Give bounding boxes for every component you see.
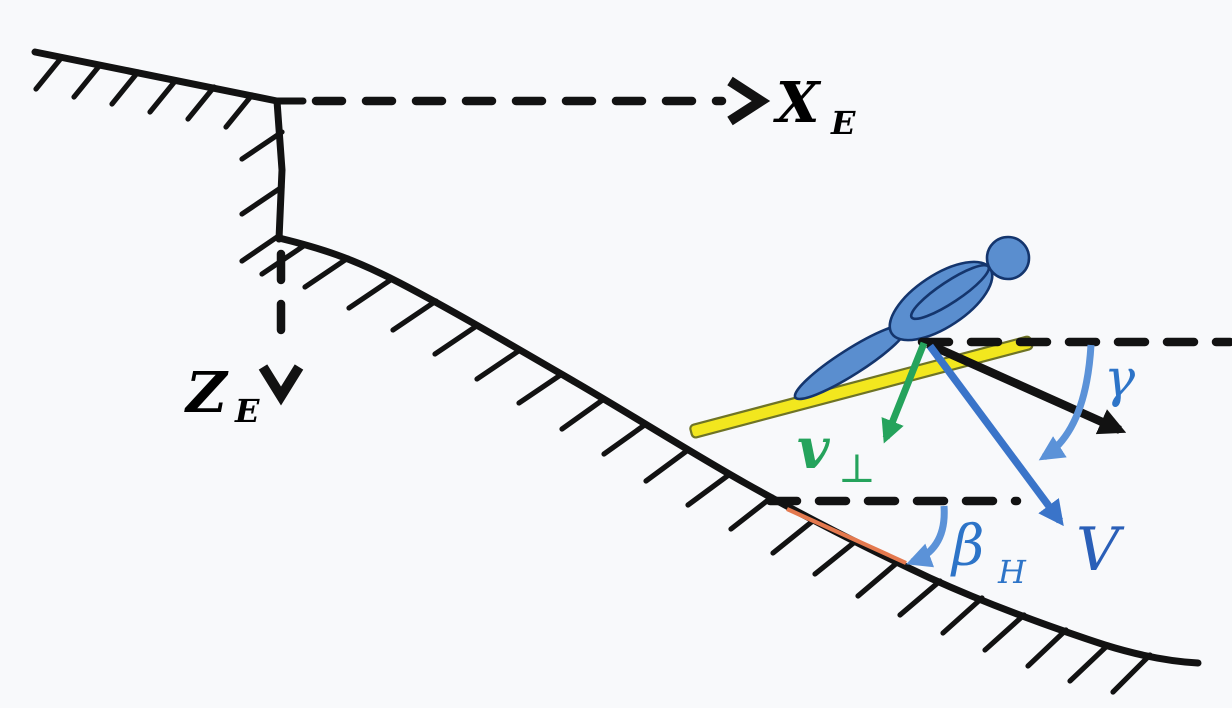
beta-angle-arc (906, 505, 948, 568)
terrain (31, 48, 1202, 695)
z-axis-symbol: Z (184, 360, 229, 426)
perpendicular-velocity-arrow (881, 341, 928, 444)
velocity-label: V (1076, 515, 1125, 585)
skier-head (985, 235, 1031, 281)
landing-slope-line (275, 234, 1202, 667)
vectors-and-angles (765, 337, 1232, 568)
z-axis-label: Z E (184, 360, 260, 430)
beta-label: β H (950, 514, 1027, 591)
earth-axes: X E Z E (184, 70, 856, 430)
x-axis-arrowhead (727, 76, 771, 126)
gamma-angle-arc (1038, 344, 1095, 461)
heading-arrow (926, 340, 1127, 435)
velocity-vector-arrow (926, 343, 1064, 527)
perp-velocity-symbol: v (797, 416, 831, 482)
gamma-label: γ (1104, 349, 1136, 409)
cliff-edge-line (273, 97, 286, 243)
x-axis-label: X E (773, 70, 856, 142)
slope-highlight-segment (786, 507, 907, 565)
x-axis-subscript: E (830, 104, 856, 142)
beta-symbol: β (950, 514, 984, 579)
z-axis-subscript: E (234, 392, 260, 430)
z-axis-arrowhead (258, 364, 304, 406)
perp-velocity-subscript: ⊥ (838, 446, 876, 492)
perp-velocity-label: v ⊥ (797, 416, 876, 492)
cliff-hatching (239, 129, 285, 264)
x-axis-symbol: X (773, 70, 822, 136)
platform-hatching (33, 54, 255, 130)
ski-jumper (689, 235, 1034, 439)
annotation-labels: γ β H V v ⊥ (797, 349, 1136, 591)
beta-subscript: H (997, 553, 1027, 591)
